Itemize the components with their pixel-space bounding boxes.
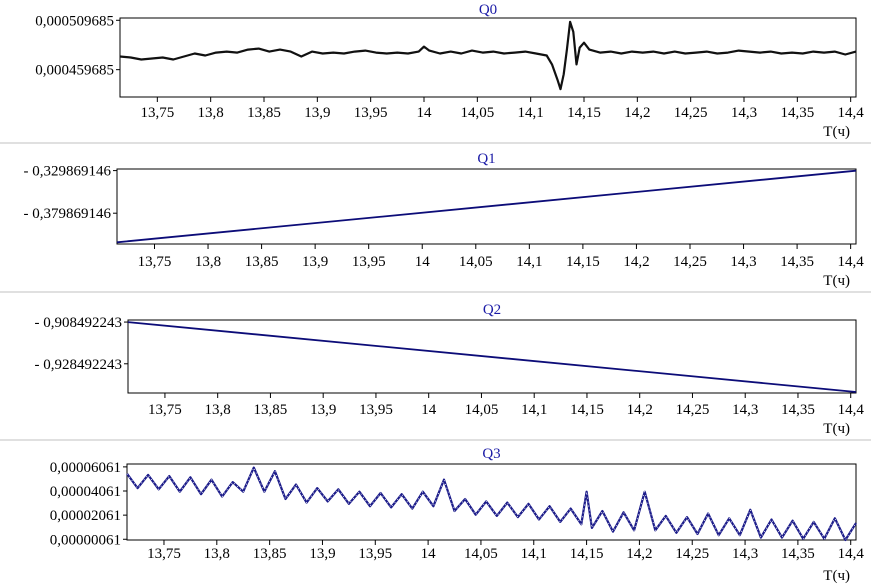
chart-title: Q2 (483, 302, 501, 318)
y-tick-label: - 0,329869146 (24, 164, 112, 180)
plot-area-frame (126, 463, 857, 541)
x-tick-label: 14,3 (731, 105, 757, 121)
x-tick-label: 13,95 (352, 254, 386, 270)
x-tick-label: 13,95 (354, 105, 388, 121)
x-tick-label: 14,35 (781, 546, 815, 562)
x-tick-label: 14,05 (464, 546, 498, 562)
x-tick-label: 14,35 (780, 105, 814, 121)
x-tick-label: 14,15 (570, 402, 604, 418)
x-tick-label: 13,9 (302, 254, 328, 270)
x-tick-label: 14,2 (627, 402, 653, 418)
x-tick-label: 14,3 (732, 402, 758, 418)
x-tick-label: 13,95 (359, 402, 393, 418)
x-tick-label: 14 (421, 402, 437, 418)
y-tick-label: - 0,379869146 (24, 206, 112, 222)
x-tick-label: 14,15 (570, 546, 604, 562)
x-axis-label: T(ч) (823, 124, 850, 140)
x-tick-label: 14 (417, 105, 433, 121)
y-tick-label: 0,000459685 (35, 63, 114, 79)
x-tick-label: 14,25 (674, 105, 708, 121)
chart-panel-q0: Q0 13,75 13,8 13,85 13,9 13,95 14 14,05 14,1 14,1… (35, 2, 864, 140)
x-tick-label: 14,25 (675, 546, 709, 562)
series-line (127, 321, 857, 393)
plot-area-frame (119, 17, 857, 98)
x-tick-label: 14 (415, 254, 431, 270)
chart-title: Q1 (477, 151, 495, 167)
x-tick-label: 14,1 (521, 546, 547, 562)
chart-panel-q3: Q3 13,75 13,8 13,85 13,9 13,95 14 14,05 14,1 14,1… (50, 446, 865, 584)
x-tick-label: 13,8 (195, 254, 221, 270)
x-tick-label: 14,35 (780, 254, 814, 270)
x-tick-label: 13,75 (138, 254, 172, 270)
x-tick-label: 14,3 (732, 546, 758, 562)
series-line (119, 20, 857, 91)
x-tick-label: 13,85 (245, 254, 279, 270)
x-tick-label: 13,9 (304, 105, 330, 121)
x-axis-label: T(ч) (823, 568, 850, 584)
x-tick-label: 14,15 (567, 105, 601, 121)
x-tick-label: 13,75 (148, 402, 182, 418)
x-tick-label: 14,1 (518, 105, 544, 121)
y-tick-label: 0,00006061 (50, 460, 121, 476)
x-tick-label: 13,8 (198, 105, 224, 121)
x-tick-label: 13,9 (309, 546, 335, 562)
x-tick-label: 14,25 (676, 402, 710, 418)
x-tick-label: 14,2 (623, 254, 649, 270)
x-tick-label: 14,4 (838, 254, 865, 270)
x-tick-label: 13,8 (205, 402, 231, 418)
x-tick-label: 13,8 (204, 546, 230, 562)
x-tick-label: 14,35 (781, 402, 815, 418)
series-line (126, 466, 857, 542)
x-tick-label: 13,9 (310, 402, 336, 418)
x-tick-label: 13,75 (147, 546, 181, 562)
x-axis-label: T(ч) (823, 421, 850, 437)
x-tick-label: 14,4 (838, 402, 865, 418)
x-tick-label: 14,1 (516, 254, 542, 270)
x-axis-label: T(ч) (823, 273, 850, 289)
y-tick-label: 0,00000061 (50, 532, 121, 548)
x-tick-label: 13,85 (253, 546, 287, 562)
x-tick-label: 14,05 (465, 402, 499, 418)
y-tick-label: - 0,908492243 (35, 315, 123, 331)
x-tick-label: 14,15 (566, 254, 600, 270)
chart-panel-q2: Q2 13,75 13,8 13,85 13,9 13,95 14 14,05 14,1 14,1… (35, 302, 865, 437)
series-line (116, 169, 857, 244)
x-tick-label: 13,95 (358, 546, 392, 562)
x-tick-label: 13,85 (254, 402, 288, 418)
chart-title: Q3 (482, 446, 500, 462)
x-tick-label: 14,1 (521, 402, 547, 418)
x-tick-label: 14,25 (673, 254, 707, 270)
x-tick-label: 13,85 (247, 105, 281, 121)
chart-panel-q1: Q1 13,75 13,8 13,85 13,9 13,95 14 14,05 14,1 14,1… (24, 151, 865, 289)
x-tick-label: 14 (421, 546, 437, 562)
chart-title: Q0 (479, 2, 497, 18)
x-tick-label: 14,4 (838, 105, 865, 121)
y-tick-label: 0,00002061 (50, 508, 121, 524)
x-tick-label: 14,3 (730, 254, 756, 270)
x-tick-label: 14,2 (626, 546, 652, 562)
x-tick-label: 14,2 (624, 105, 650, 121)
y-tick-label: 0,000509685 (35, 13, 114, 29)
x-tick-label: 13,75 (140, 105, 174, 121)
y-tick-label: 0,00004061 (50, 484, 121, 500)
y-tick-label: - 0,928492243 (35, 357, 123, 373)
x-tick-label: 14,05 (459, 254, 493, 270)
x-tick-label: 14,05 (460, 105, 494, 121)
x-tick-label: 14,4 (838, 546, 865, 562)
